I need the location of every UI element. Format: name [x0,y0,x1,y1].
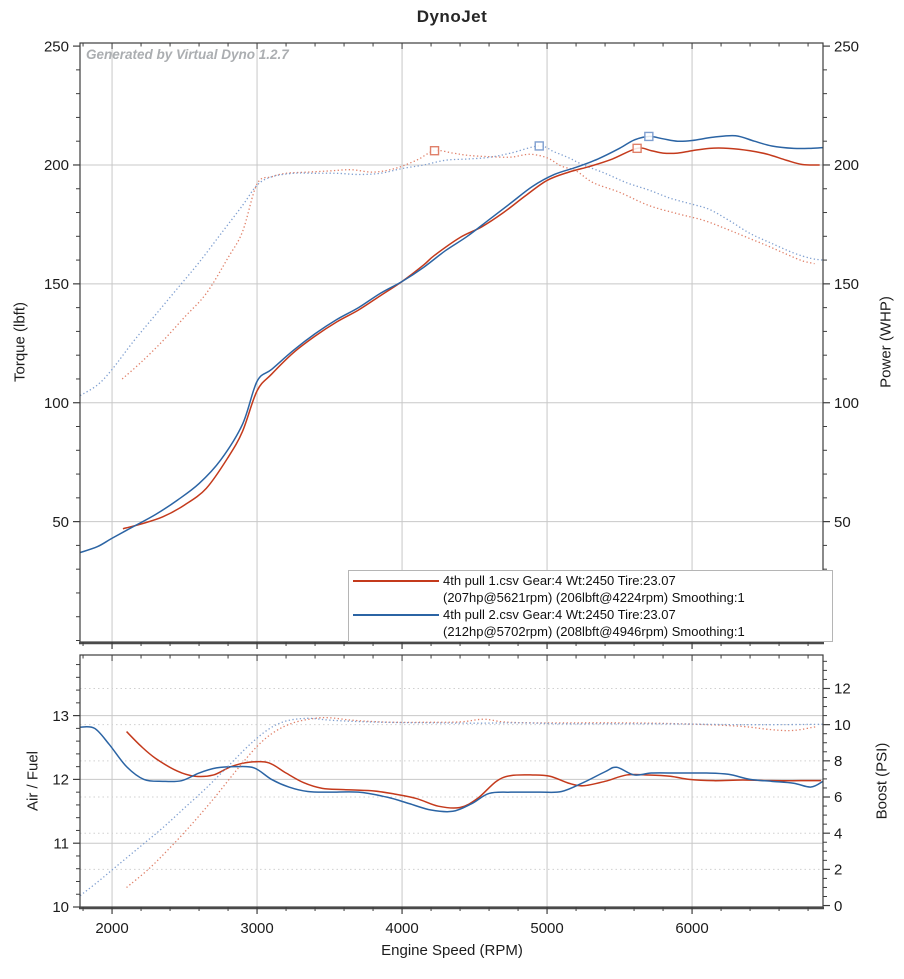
series-pull1-afr [126,731,822,809]
tick-label: 12 [52,772,69,789]
peak-marker [534,141,544,151]
peak-marker [632,143,642,154]
axes [79,42,824,645]
series-pull2-boost [80,717,823,897]
tick-label: 5000 [530,920,563,937]
legend-box: 4th pull 1.csv Gear:4 Wt:2450 Tire:23.07… [348,570,833,642]
watermark: Generated by Virtual Dyno 1.2.7 [86,47,289,62]
tick-label: 4000 [385,920,418,937]
peak-markers [429,131,654,156]
tick-label: 2 [834,862,842,879]
tick-label: 50 [52,514,69,531]
series-pull2-power [80,134,823,554]
axis-label-boost: Boost (PSI) [873,742,891,820]
afr-boost-chart: 10 11 12 13 0 2 4 6 8 10 12 2000 3000 4000 5000 6000 [52,654,851,937]
tick-label: 13 [52,708,69,725]
tick-label: 200 [834,157,859,174]
gridlines [80,43,823,642]
tick-label: 12 [834,681,851,698]
tick-label: 10 [834,717,851,734]
ticks [73,43,830,649]
tick-label: 3000 [240,920,273,937]
series-pull1-torque [121,149,815,380]
peak-marker [429,146,440,156]
tick-label: 6000 [675,920,708,937]
tick-label: 0 [834,898,842,915]
legend-entry-pull1: 4th pull 1.csv Gear:4 Wt:2450 Tire:23.07… [349,572,832,606]
tick-label: 4 [834,825,842,842]
tick-label: 8 [834,753,842,770]
axis-label-engine-speed: Engine Speed (RPM) [381,942,523,959]
series-pull2-afr [80,725,823,813]
tick-label: 250 [834,38,859,55]
tick-label: 150 [834,276,859,293]
tick-label: 100 [44,395,69,412]
axis-label-torque: Torque (lbft) [11,301,29,383]
series [80,716,823,897]
legend-entry-pull2: 4th pull 2.csv Gear:4 Wt:2450 Tire:23.07… [349,606,832,640]
tick-labels: 10 11 12 13 0 2 4 6 8 10 12 2000 3000 4000 5000 6000 [52,681,850,937]
tick-label: 150 [44,276,69,293]
ticks [73,655,830,914]
tick-label: 10 [52,899,69,916]
legend-text: (212hp@5702rpm) (208lbft@4946rpm) Smooth… [443,624,745,639]
peak-marker [644,131,654,142]
legend-line-swatch-red [353,579,439,582]
series-pull2-torque [80,145,823,397]
tick-label: 100 [834,395,859,412]
tick-label: 50 [834,514,851,531]
tick-labels: 50 100 150 200 250 50 100 150 200 250 [44,38,859,531]
axes [79,654,824,910]
series-pull1-power [122,147,820,530]
gridlines [80,655,823,907]
tick-label: 6 [834,789,842,806]
legend-text: (207hp@5621rpm) (206lbft@4224rpm) Smooth… [443,590,745,605]
legend-text: 4th pull 1.csv Gear:4 Wt:2450 Tire:23.07 [443,573,676,588]
tick-label: 200 [44,157,69,174]
legend-text: 4th pull 2.csv Gear:4 Wt:2450 Tire:23.07 [443,607,676,622]
axis-label-power: Power (WHP) [877,296,895,388]
series [80,134,823,554]
legend-line-swatch-blue [353,613,439,616]
tick-label: 250 [44,38,69,55]
tick-label: 2000 [95,920,128,937]
page-title: DynoJet [416,7,488,26]
tick-label: 11 [53,835,69,852]
torque-power-chart: 50 100 150 200 250 50 100 150 200 250 [44,38,859,649]
axis-label-airfuel: Air / Fuel [24,750,42,812]
